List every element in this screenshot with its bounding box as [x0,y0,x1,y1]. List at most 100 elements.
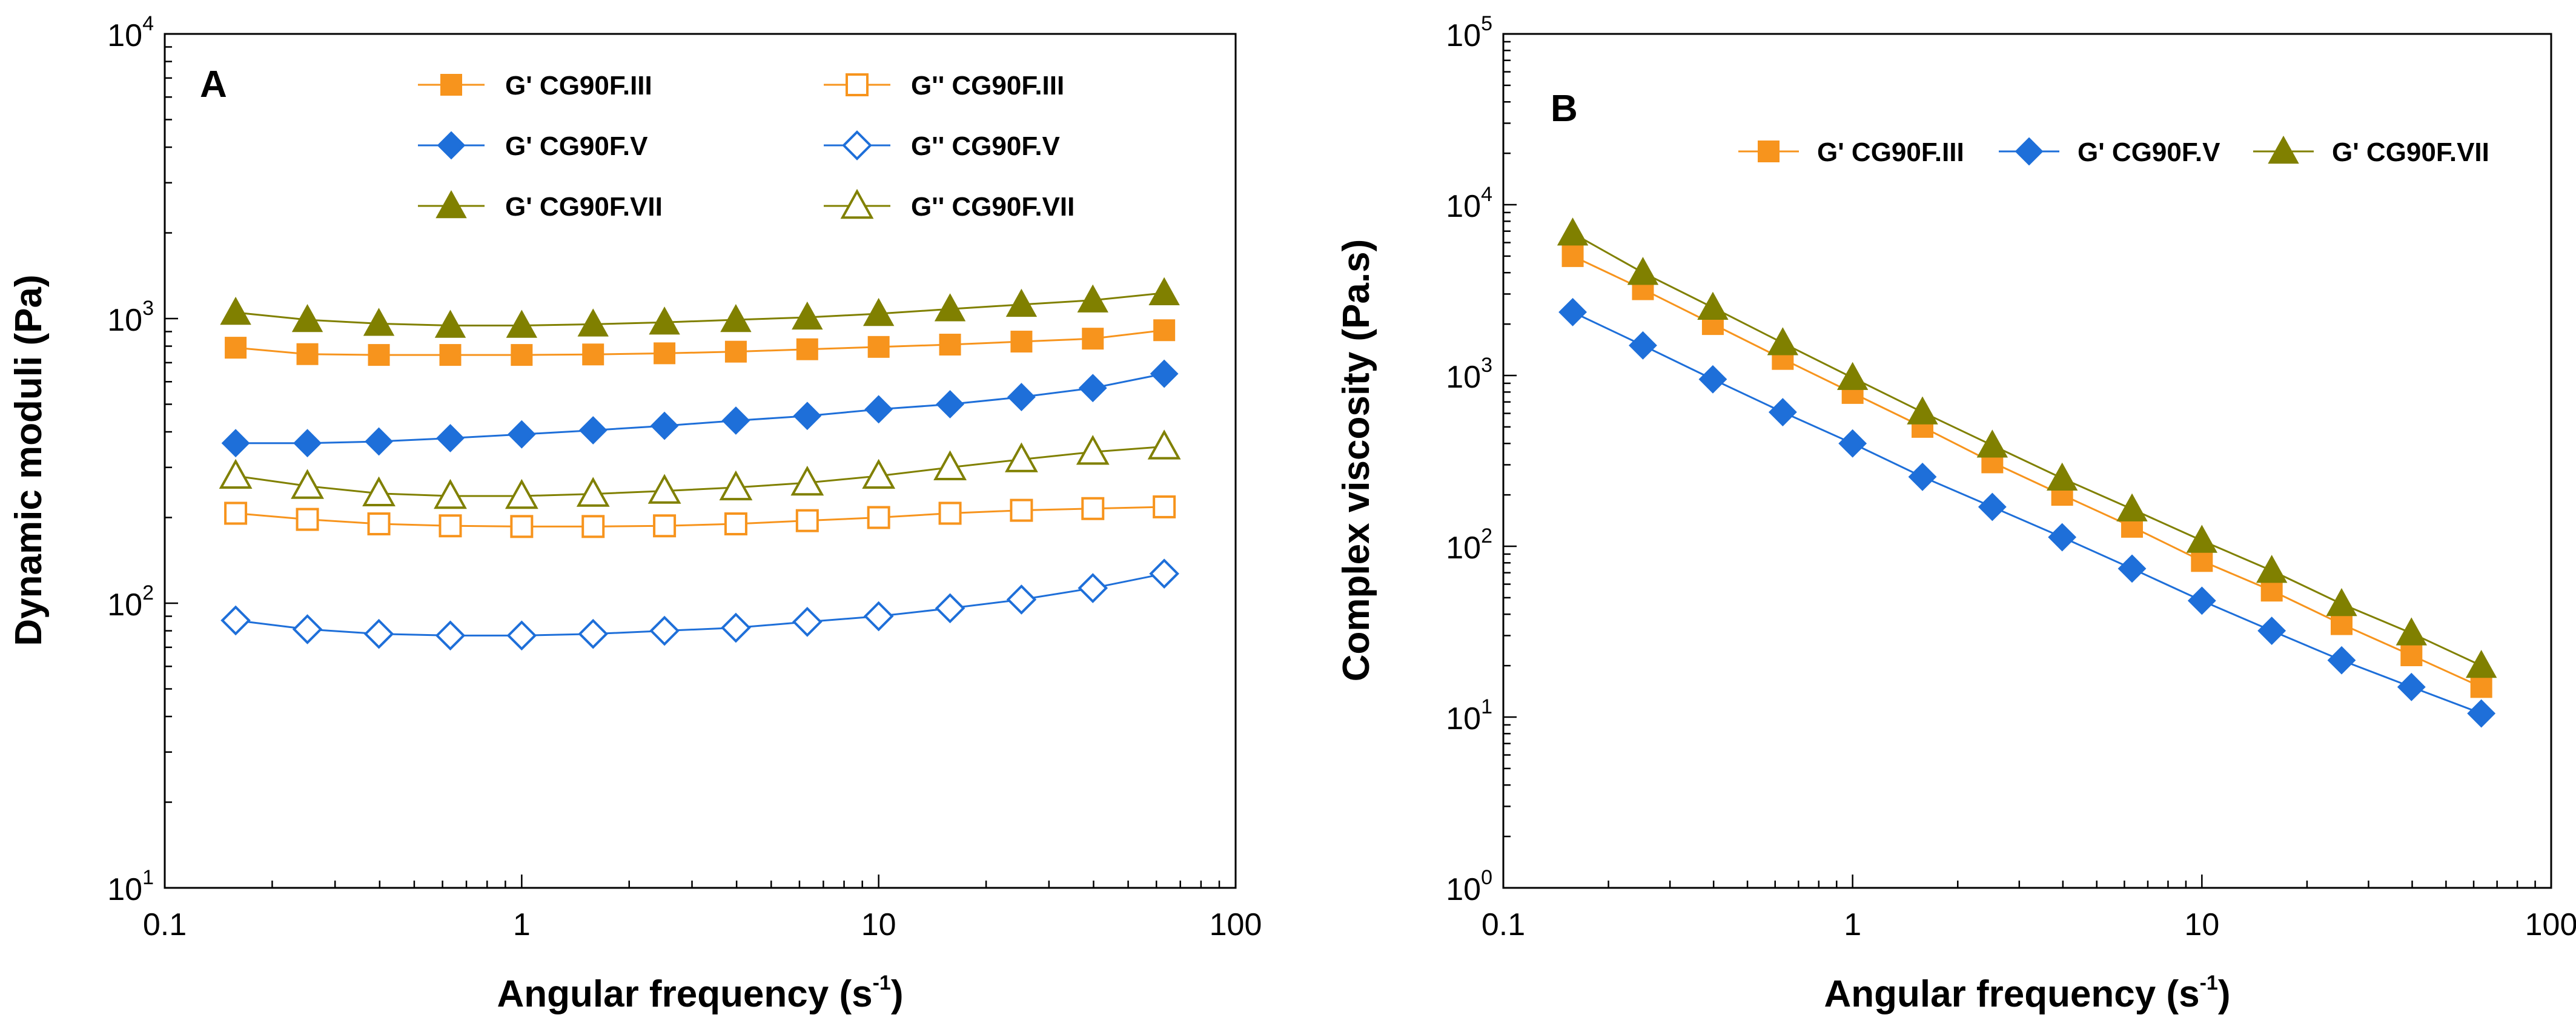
data-point [365,427,393,456]
data-point [650,411,679,440]
data-point [1558,297,1587,326]
x-tick-label: 10 [2184,907,2219,942]
series-line [235,506,1165,528]
series-line [1572,311,2482,715]
data-point [793,402,822,431]
legend-item: G' CG90F.VII [2253,135,2489,167]
data-point [291,303,323,332]
legend-label: G' CG90F.VII [505,192,663,222]
data-point [2470,676,2492,698]
data-point [1976,429,2008,458]
data-point [724,512,747,535]
legend-item: G' CG90F.III [418,71,652,101]
data-point [2260,580,2283,602]
legend-marker [435,190,467,219]
data-point [2331,613,2353,635]
series-g-cg90f-vii [1557,217,2497,678]
x-axis-title-main: Angular frequency (s [497,973,872,1015]
legend-label: G' CG90F.III [1817,137,1964,167]
data-point [1557,217,1589,246]
y-tick-label: 101 [1446,695,1492,736]
data-point [439,514,462,538]
data-point [436,424,465,452]
y-tick-label: 102 [1446,524,1492,566]
data-point [510,515,534,538]
y-tick-exponent: 3 [142,297,154,320]
y-tick-base: 10 [107,872,142,907]
data-point [578,618,609,649]
data-point [296,343,319,365]
y-tick-exponent: 2 [1481,524,1492,547]
data-point [576,477,610,507]
data-point [1627,257,1659,285]
legend-marker [840,188,874,219]
data-point [578,416,608,445]
data-point [2396,617,2428,646]
data-point [505,478,538,509]
data-point [653,514,677,538]
series-g-cg90f-vii [219,429,1181,509]
y-tick-base: 10 [1446,701,1481,736]
data-point [654,342,676,365]
y-tick-exponent: 5 [1481,12,1492,35]
data-point [293,429,322,458]
y-tick-base: 10 [1446,360,1481,395]
data-point [296,508,319,531]
y-tick-label: 103 [1446,354,1492,395]
series-g-cg90f-iii [225,319,1176,366]
x-axis-title-main: Angular frequency (s [1824,973,2199,1015]
data-point [1908,462,1937,491]
y-tick-label: 102 [107,581,154,623]
series-line [235,292,1165,327]
x-axis-title: Angular frequency (s-1) [497,971,903,1015]
y-tick-exponent: 2 [142,581,154,604]
data-point [862,458,896,489]
data-point [1077,284,1108,313]
data-point [1768,398,1797,426]
data-point [790,465,824,496]
legend-item: G' CG90F.III [1738,137,1964,167]
legend-label: G' CG90F.V [505,131,648,161]
legend-label: G' CG90F.III [505,71,652,101]
data-point [1150,359,1179,388]
data-point [1007,383,1036,412]
x-tick-label: 0.1 [1482,907,1525,942]
data-point [367,512,391,535]
data-point [796,338,818,360]
x-axis-title-exponent: -1 [873,971,891,994]
plot-area [1502,33,2552,889]
data-point [435,620,466,651]
y-tick-exponent: 1 [142,866,154,889]
y-tick-label: 104 [1446,183,1492,224]
data-point [2400,644,2423,666]
y-tick-label: 100 [1446,866,1492,907]
legend: G' CG90F.III G'' CG90F.III G' CG90F.V G'' C… [418,71,1074,222]
data-point [1005,288,1038,317]
y-tick-base: 10 [107,303,142,338]
data-point [649,306,680,335]
data-point [220,605,251,636]
data-point [220,296,251,325]
data-point [2256,555,2288,583]
data-point [1767,327,1799,356]
x-tick-label: 100 [1210,907,1262,942]
data-point [2191,550,2213,572]
legend-item: G' CG90F.V [1999,137,2220,167]
y-tick-exponent: 3 [1481,354,1492,377]
data-point [2467,699,2496,728]
data-point [936,390,964,418]
data-point [221,429,250,458]
legend: G' CG90F.III G' CG90F.V G' CG90F.VII [1738,135,2489,167]
legend-label: G' CG90F.VII [2332,137,2489,167]
series-g-cg90f-vii [220,277,1180,338]
data-point [363,618,394,649]
data-point [864,395,893,424]
data-point [507,420,536,449]
data-point [363,308,395,336]
legend-marker [440,74,462,96]
data-point [2327,646,2356,675]
data-point [1148,277,1180,305]
data-point [792,301,823,330]
panel-label: B [1551,88,1578,130]
